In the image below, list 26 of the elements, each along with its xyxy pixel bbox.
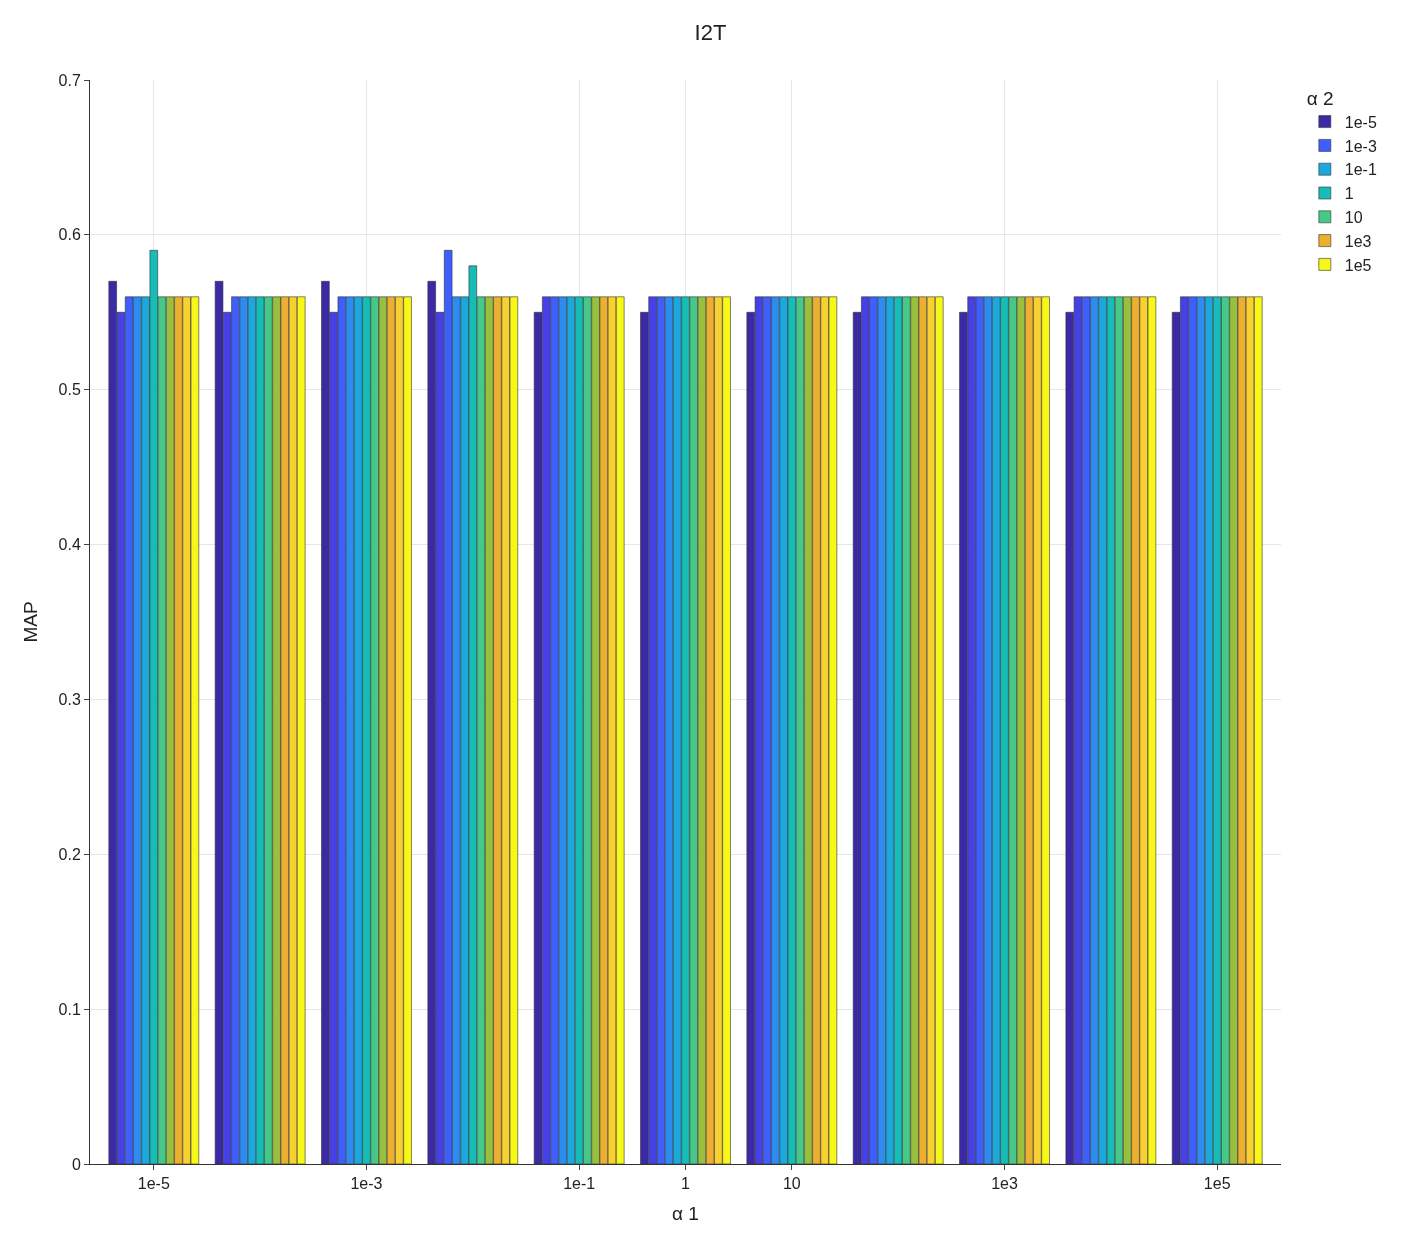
legend-label: 1e-3	[1344, 137, 1377, 155]
y-tick-label: 0.3	[58, 691, 81, 709]
x-tick-label: 1e-5	[137, 1175, 170, 1193]
x-tick-label: 1	[681, 1175, 691, 1193]
x-tick-label: 10	[782, 1175, 801, 1193]
x-tick-label: 1e5	[1203, 1175, 1231, 1193]
legend-title: α 2	[1306, 87, 1334, 109]
legend-label: 1e3	[1344, 232, 1372, 250]
legend-label: 1e5	[1344, 256, 1372, 274]
y-axis-title: MAP	[20, 601, 42, 643]
y-tick-label: 0.4	[58, 536, 81, 554]
y-tick-label: 0	[71, 1155, 81, 1173]
x-tick-label: 1e-3	[350, 1175, 383, 1193]
legend-label: 1e-1	[1344, 161, 1377, 179]
y-tick-label: 0.1	[58, 1000, 81, 1018]
y-tick-label: 0.6	[58, 226, 81, 244]
y-tick-label: 0.7	[58, 71, 81, 89]
x-tick-label: 1e3	[991, 1175, 1018, 1193]
legend-label: 10	[1344, 209, 1363, 227]
x-axis-title: α 1	[672, 1203, 699, 1224]
y-tick-label: 0.5	[58, 381, 81, 399]
x-tick-label: 1e-1	[563, 1175, 596, 1193]
legend-label: 1	[1344, 185, 1354, 203]
legend-label: 1e-5	[1344, 113, 1377, 131]
y-tick-label: 0.2	[58, 845, 81, 863]
chart-title: I2T	[694, 20, 727, 45]
